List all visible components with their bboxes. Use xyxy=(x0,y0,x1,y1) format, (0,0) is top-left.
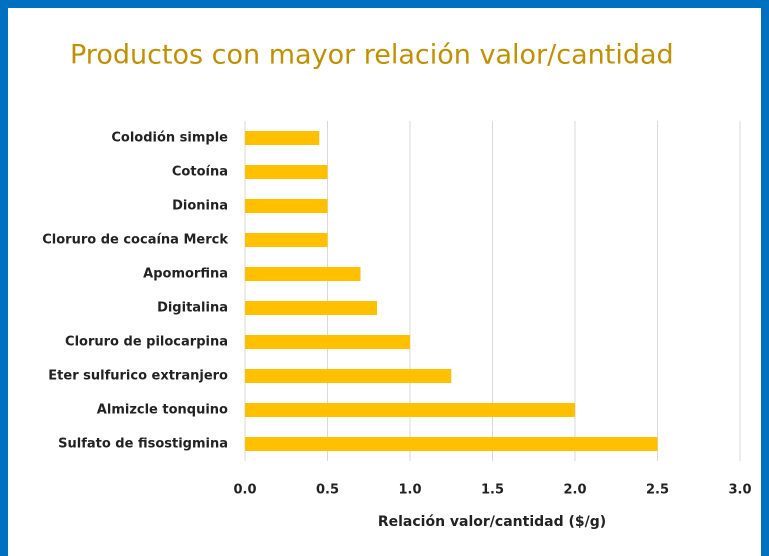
y-tick-label: Cloruro de pilocarpina xyxy=(65,335,228,350)
x-axis-title: Relación valor/cantidad ($/g) xyxy=(378,514,606,530)
bar xyxy=(245,369,452,383)
bar xyxy=(245,403,575,417)
y-tick-label: Digitalina xyxy=(157,301,228,316)
bar xyxy=(245,437,658,451)
x-tick-label: 0.0 xyxy=(233,483,256,498)
x-tick-label: 3.0 xyxy=(728,483,751,498)
y-tick-label: Colodión simple xyxy=(111,131,228,146)
y-tick-label: Almizcle tonquino xyxy=(97,403,228,418)
bar xyxy=(245,131,320,145)
y-tick-label: Cotoína xyxy=(172,165,228,180)
x-tick-label: 1.0 xyxy=(398,483,421,498)
x-tick-label: 0.5 xyxy=(316,483,339,498)
bar xyxy=(245,165,328,179)
y-tick-label: Eter sulfurico extranjero xyxy=(48,369,228,384)
plot: 0.0 0.5 1.0 1.5 2.0 2.5 3.0 Colodión simple Coto… xyxy=(42,121,752,498)
bar xyxy=(245,267,361,281)
bar xyxy=(245,199,328,213)
x-tick-label: 1.5 xyxy=(481,483,504,498)
bar xyxy=(245,301,377,315)
bar xyxy=(245,233,328,247)
x-tick-label: 2.0 xyxy=(563,483,586,498)
y-tick-label: Dionina xyxy=(172,199,228,214)
panel xyxy=(8,8,761,556)
y-tick-label: Sulfato de fisostigmina xyxy=(58,437,228,452)
chart-title: Productos con mayor relación valor/canti… xyxy=(70,40,674,71)
x-tick-label: 2.5 xyxy=(646,483,669,498)
bar xyxy=(245,335,410,349)
y-tick-label: Apomorfina xyxy=(143,267,228,282)
y-tick-label: Cloruro de cocaína Merck xyxy=(42,233,228,248)
